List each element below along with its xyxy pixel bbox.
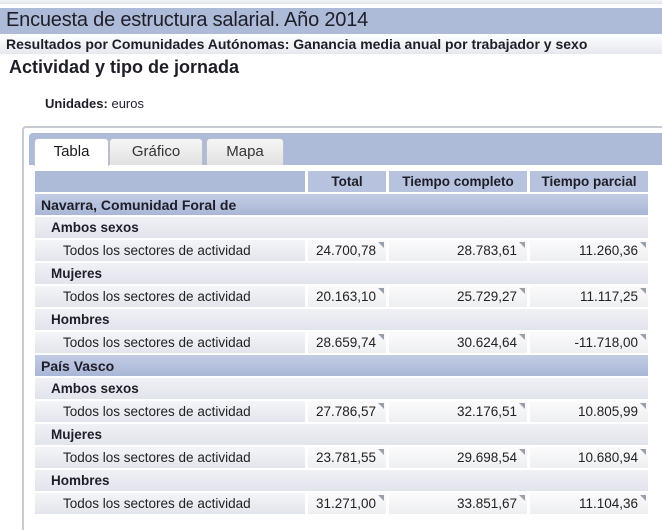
- title-bar: Encuesta de estructura salarial. Año 201…: [0, 8, 662, 34]
- value-cell[interactable]: 27.786,57: [308, 401, 386, 422]
- tab-tabla[interactable]: Tabla: [34, 138, 109, 166]
- data-table: Total Tiempo completo Tiempo parcial Nav…: [32, 169, 651, 516]
- results-panel: Tabla Gráfico Mapa Total Tiempo completo…: [22, 126, 662, 530]
- note-icon[interactable]: [640, 288, 646, 294]
- table-row: Todos los sectores de actividad 31.271,0…: [35, 493, 648, 514]
- value-cell[interactable]: 29.698,54: [389, 447, 527, 468]
- sex-row: Mujeres: [35, 263, 648, 284]
- header-blank-cell: [35, 171, 305, 192]
- activity-label: Todos los sectores de actividad: [35, 332, 305, 353]
- value-cell[interactable]: 23.781,55: [308, 447, 386, 468]
- note-icon[interactable]: [640, 449, 646, 455]
- note-icon[interactable]: [519, 495, 525, 501]
- value-cell[interactable]: 30.624,64: [389, 332, 527, 353]
- sex-label: Hombres: [35, 470, 648, 491]
- activity-label: Todos los sectores de actividad: [35, 286, 305, 307]
- sex-label: Mujeres: [35, 263, 648, 284]
- sex-label: Ambos sexos: [35, 378, 648, 399]
- note-icon[interactable]: [378, 288, 384, 294]
- table-row: Todos los sectores de actividad 23.781,5…: [35, 447, 648, 468]
- units-value: euros: [111, 96, 144, 111]
- activity-label: Todos los sectores de actividad: [35, 493, 305, 514]
- tab-mapa[interactable]: Mapa: [206, 138, 284, 165]
- sex-label: Mujeres: [35, 424, 648, 445]
- value-cell[interactable]: 32.176,51: [389, 401, 527, 422]
- value-cell[interactable]: 10.680,94: [530, 447, 648, 468]
- value-cell[interactable]: 11.104,36: [530, 493, 648, 514]
- note-icon[interactable]: [640, 495, 646, 501]
- page-subtitle: Resultados por Comunidades Autónomas: Ga…: [6, 36, 588, 52]
- sex-label: Ambos sexos: [35, 217, 648, 238]
- value-cell[interactable]: 33.851,67: [389, 493, 527, 514]
- table-row: Todos los sectores de actividad 27.786,5…: [35, 401, 648, 422]
- note-icon[interactable]: [640, 403, 646, 409]
- value-cell[interactable]: 24.700,78: [308, 240, 386, 261]
- region-row: Navarra, Comunidad Foral de: [35, 194, 648, 215]
- activity-label: Todos los sectores de actividad: [35, 401, 305, 422]
- note-icon[interactable]: [378, 449, 384, 455]
- value-cell[interactable]: 25.729,27: [389, 286, 527, 307]
- sex-row: Hombres: [35, 309, 648, 330]
- region-label: País Vasco: [35, 355, 648, 376]
- table-header-row: Total Tiempo completo Tiempo parcial: [35, 171, 648, 192]
- units-info: Unidades: euros: [45, 96, 144, 111]
- activity-label: Todos los sectores de actividad: [35, 447, 305, 468]
- region-label: Navarra, Comunidad Foral de: [35, 194, 648, 215]
- value-cell[interactable]: 20.163,10: [308, 286, 386, 307]
- value-cell[interactable]: 28.659,74: [308, 332, 386, 353]
- tab-grafico[interactable]: Gráfico: [109, 138, 203, 165]
- sex-row: Ambos sexos: [35, 378, 648, 399]
- page-title: Encuesta de estructura salarial. Año 201…: [6, 9, 369, 31]
- sex-row: Hombres: [35, 470, 648, 491]
- sex-row: Mujeres: [35, 424, 648, 445]
- note-icon[interactable]: [640, 334, 646, 340]
- note-icon[interactable]: [519, 449, 525, 455]
- column-header-tiempo-parcial[interactable]: Tiempo parcial: [530, 171, 648, 192]
- subtitle-bar: Resultados por Comunidades Autónomas: Ga…: [0, 34, 662, 54]
- note-icon[interactable]: [378, 403, 384, 409]
- region-row: País Vasco: [35, 355, 648, 376]
- note-icon[interactable]: [519, 334, 525, 340]
- section-title: Actividad y tipo de jornada: [9, 57, 240, 77]
- note-icon[interactable]: [378, 242, 384, 248]
- value-cell[interactable]: -11.718,00: [530, 332, 648, 353]
- units-label: Unidades:: [45, 96, 108, 111]
- table-row: Todos los sectores de actividad 20.163,1…: [35, 286, 648, 307]
- value-cell[interactable]: 28.783,61: [389, 240, 527, 261]
- table-row: Todos los sectores de actividad 28.659,7…: [35, 332, 648, 353]
- column-header-tiempo-completo[interactable]: Tiempo completo: [389, 171, 527, 192]
- note-icon[interactable]: [640, 242, 646, 248]
- note-icon[interactable]: [519, 288, 525, 294]
- note-icon[interactable]: [378, 334, 384, 340]
- activity-label: Todos los sectores de actividad: [35, 240, 305, 261]
- tab-bar: Tabla Gráfico Mapa: [29, 133, 662, 166]
- top-border: [0, 0, 662, 4]
- sex-label: Hombres: [35, 309, 648, 330]
- note-icon[interactable]: [519, 242, 525, 248]
- table-row: Todos los sectores de actividad 24.700,7…: [35, 240, 648, 261]
- value-cell[interactable]: 11.260,36: [530, 240, 648, 261]
- note-icon[interactable]: [519, 403, 525, 409]
- value-cell[interactable]: 31.271,00: [308, 493, 386, 514]
- sex-row: Ambos sexos: [35, 217, 648, 238]
- value-cell[interactable]: 10.805,99: [530, 401, 648, 422]
- value-cell[interactable]: 11.117,25: [530, 286, 648, 307]
- note-icon[interactable]: [378, 495, 384, 501]
- column-header-total[interactable]: Total: [308, 171, 386, 192]
